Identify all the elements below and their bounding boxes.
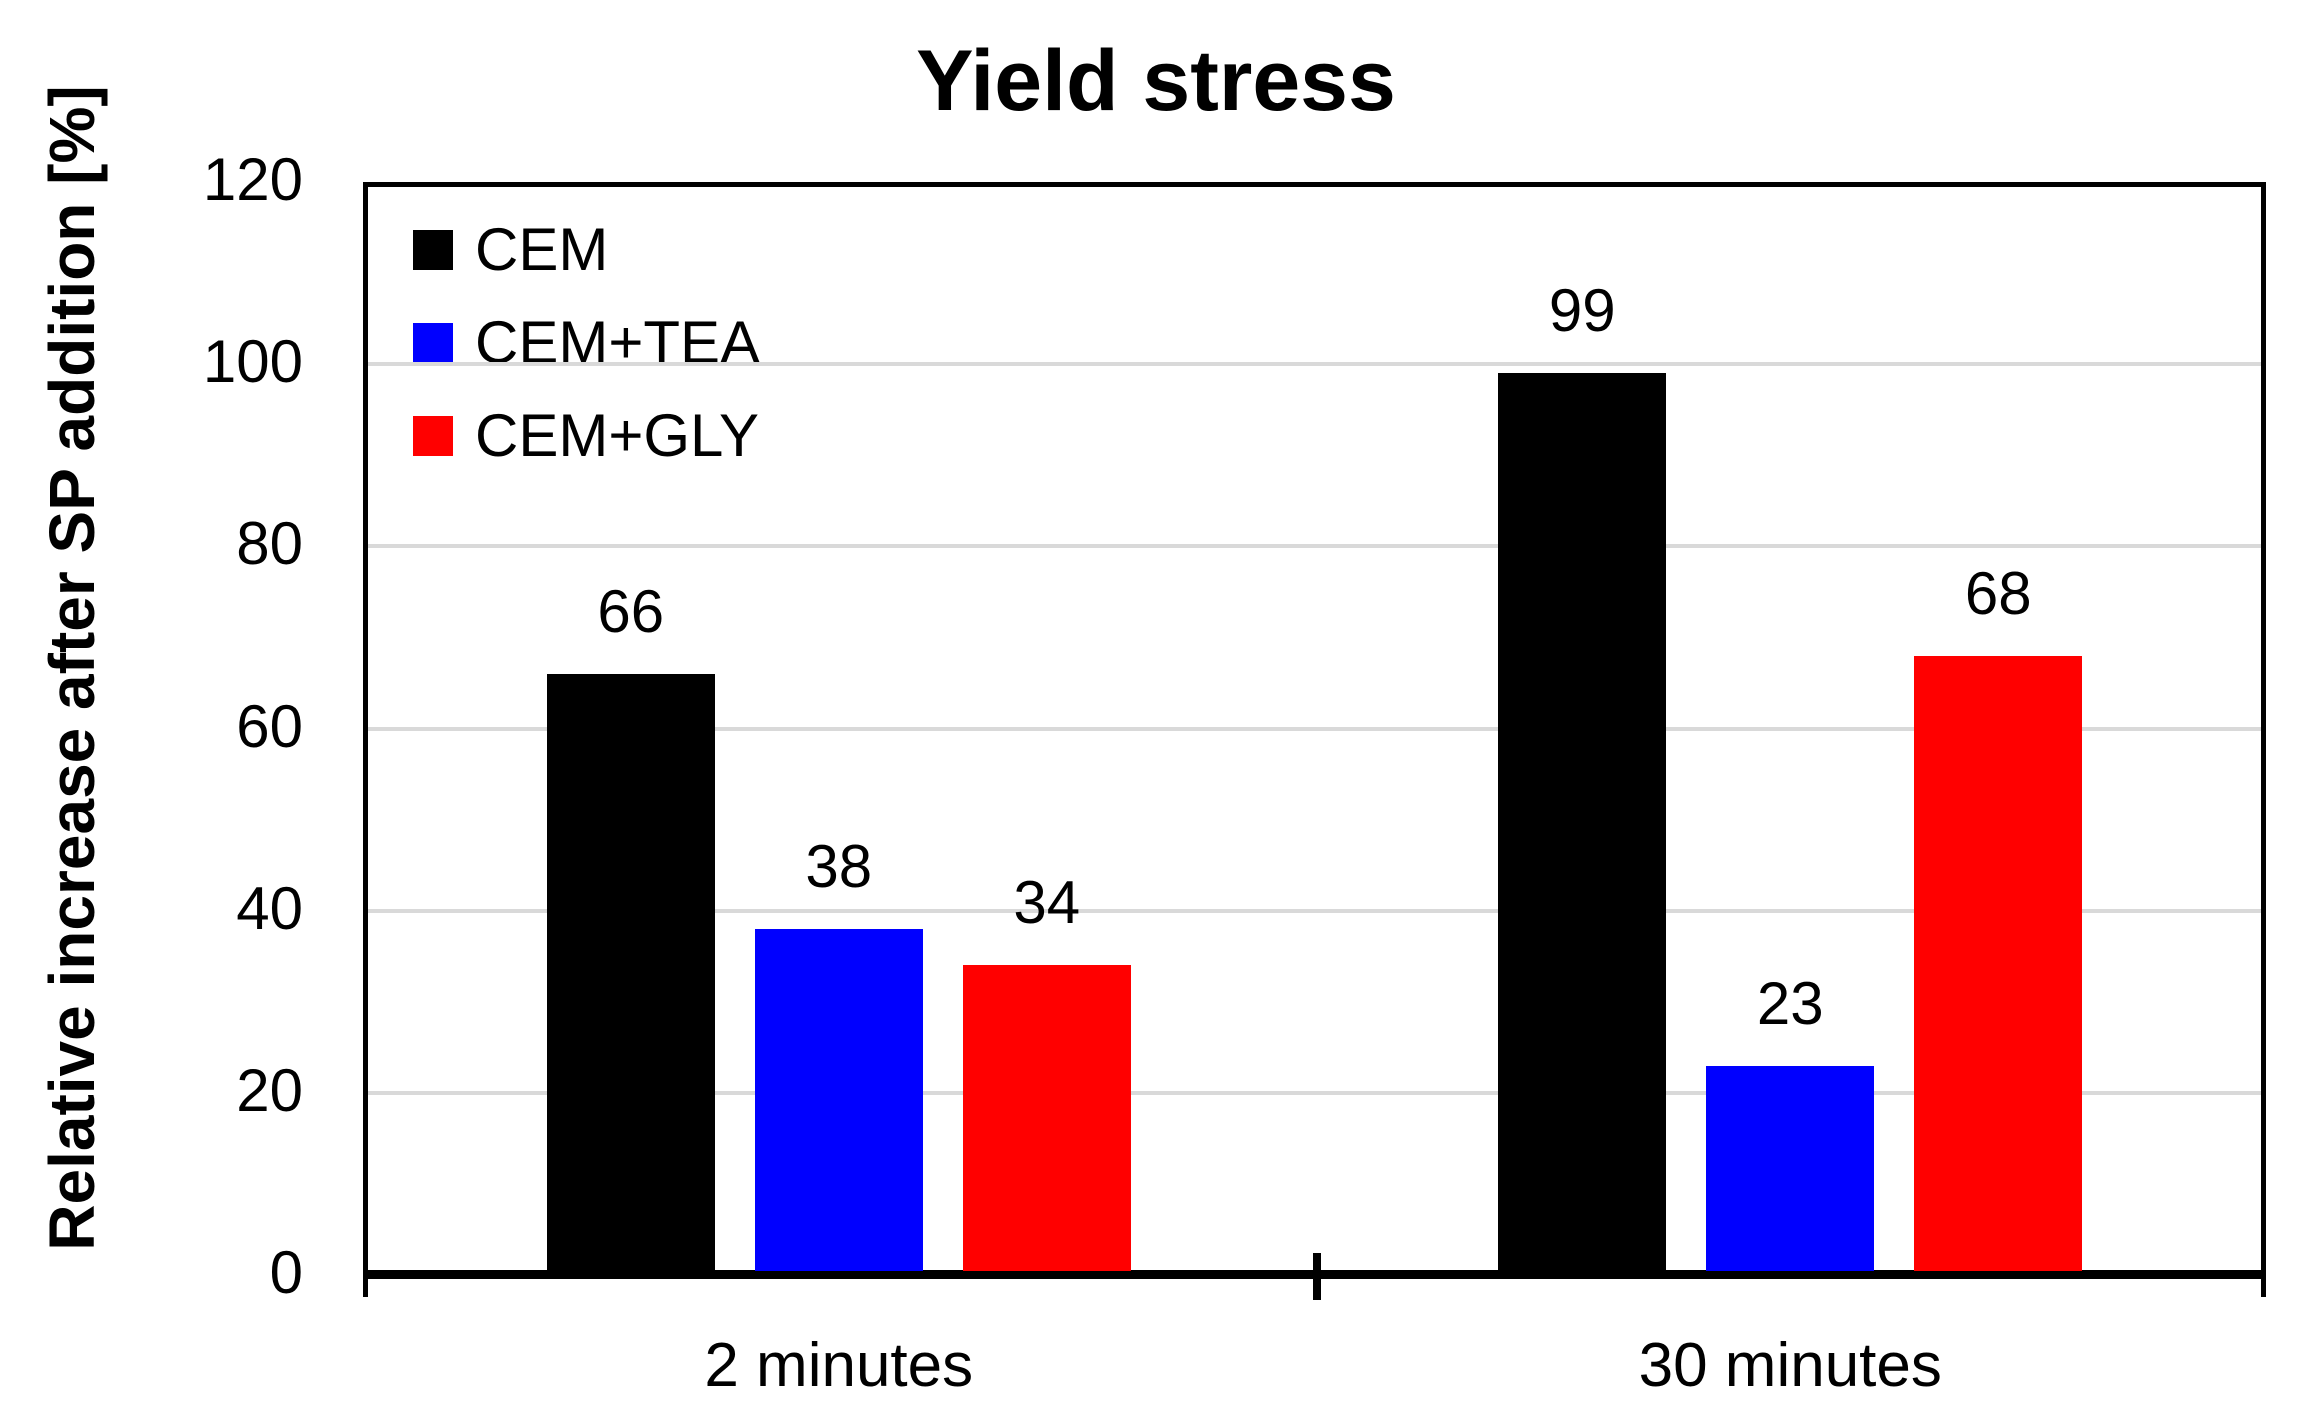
chart-title: Yield stress [916,33,1396,129]
x-axis-tick-1 [1313,1253,1321,1300]
y-tick-label-40: 40 [236,874,303,942]
y-tick-label-60: 60 [236,692,303,760]
bar-CEM+TEA-2-minutes [754,928,923,1275]
gridline-40 [368,908,2261,913]
bar-value-label: 99 [1548,277,1616,345]
legend-item-CEM+GLY: CEM+GLY [413,406,760,466]
bar-CEM+GLY-2-minutes [962,965,1131,1275]
gridline-20 [368,1090,2261,1095]
legend-swatch-icon [413,323,453,363]
bar-value-label: 66 [597,577,665,645]
y-tick-label-0: 0 [269,1239,303,1306]
x-axis-tick-2 [2261,1273,2266,1297]
y-tick-label-80: 80 [236,510,303,578]
gridline-100 [368,362,2261,367]
gridline-60 [368,726,2261,731]
legend-item-CEM: CEM [413,220,760,280]
bar-value-label: 23 [1756,969,1824,1037]
x-category-label: 30 minutes [1638,1331,1942,1400]
bar-CEM-30-minutes [1498,373,1667,1275]
gridline-80 [368,544,2261,549]
legend: CEM CEM+TEA CEM+GLY [413,220,760,466]
legend-label: CEM+GLY [475,402,759,469]
legend-swatch-icon [413,416,453,456]
bar-value-label: 68 [1964,559,2032,627]
bar-CEM+GLY-30-minutes [1914,655,2083,1275]
legend-swatch-icon [413,230,453,270]
bar-CEM-2-minutes [546,673,715,1275]
bar-CEM+TEA-30-minutes [1706,1065,1875,1275]
y-tick-label-120: 120 [202,146,303,213]
bar-value-label: 34 [1013,869,1081,937]
plot-area: CEM CEM+TEA CEM+GLY 66 38 34 99 23 68 [363,182,2266,1300]
x-axis-tick-0 [363,1273,368,1297]
x-category-label: 2 minutes [704,1331,974,1400]
y-tick-label-20: 20 [236,1056,303,1124]
legend-label: CEM [475,216,609,283]
y-tick-label-100: 100 [202,328,303,396]
bar-value-label: 38 [805,832,873,900]
